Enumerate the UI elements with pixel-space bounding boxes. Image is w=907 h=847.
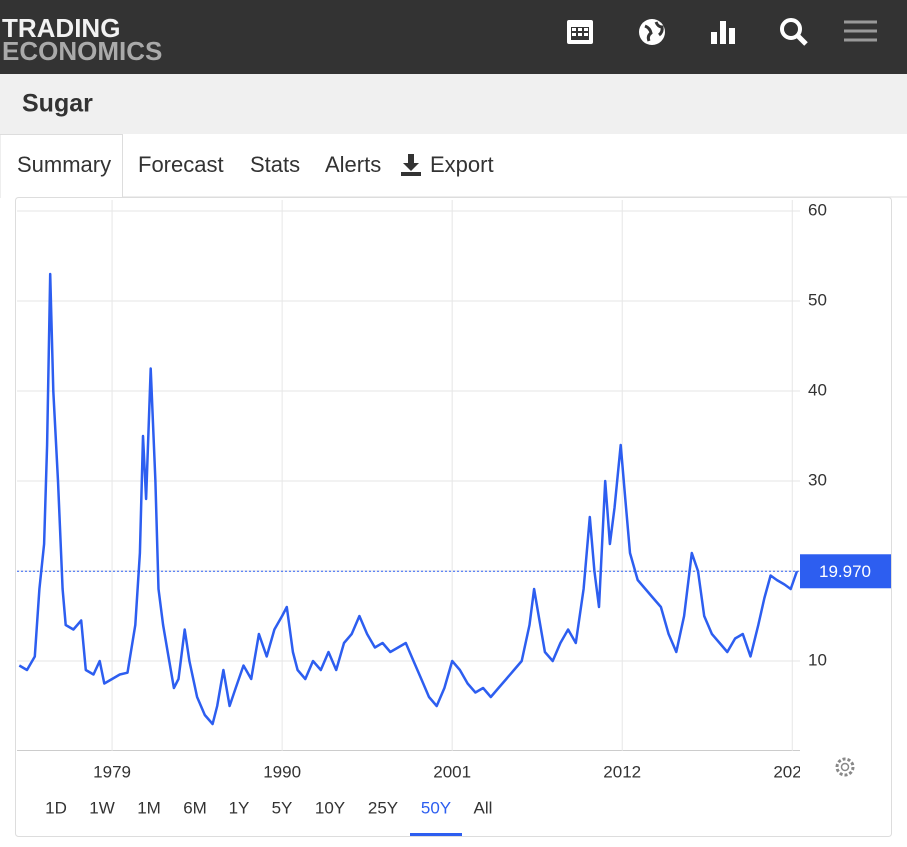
- range-button[interactable]: 1D: [45, 798, 67, 817]
- calendar-icon[interactable]: [567, 20, 593, 44]
- tab[interactable]: Export: [430, 152, 494, 177]
- current-value-box: [800, 554, 891, 589]
- active-tab: [0, 134, 123, 198]
- chart-frame: [15, 197, 892, 837]
- x-tick-label: 2012: [603, 762, 641, 781]
- range-button[interactable]: 25Y: [368, 798, 398, 817]
- settings-icon[interactable]: [835, 757, 855, 777]
- x-tick-label: 1990: [263, 762, 301, 781]
- tab[interactable]: Alerts: [325, 152, 381, 177]
- tab[interactable]: Forecast: [138, 152, 224, 177]
- y-tick-label: 60: [808, 200, 827, 219]
- menu-icon[interactable]: [844, 20, 877, 42]
- x-tick-label: 1979: [93, 762, 131, 781]
- search-icon[interactable]: [780, 18, 808, 46]
- range-button[interactable]: 5Y: [272, 798, 293, 817]
- y-tick-label: 10: [808, 650, 827, 669]
- logo-top[interactable]: TRADING: [2, 13, 120, 43]
- range-button[interactable]: 1M: [137, 798, 161, 817]
- y-tick-label: 50: [808, 290, 827, 309]
- stats-icon[interactable]: [711, 21, 735, 44]
- y-tick-label: 30: [808, 470, 827, 489]
- x-tick-label: 2023: [773, 762, 811, 781]
- x-labels: 1979 1990 2001 2012 2023: [93, 762, 811, 781]
- logo-bottom[interactable]: ECONOMICS: [2, 36, 162, 66]
- current-value-label: 19.970: [819, 562, 871, 581]
- range-button[interactable]: 50Y: [421, 798, 451, 817]
- export-icon: [401, 154, 421, 176]
- y-tick-label: 40: [808, 380, 827, 399]
- range-button[interactable]: 10Y: [315, 798, 345, 817]
- range-button[interactable]: 1W: [89, 798, 115, 817]
- range-button[interactable]: 6M: [183, 798, 207, 817]
- tab[interactable]: Summary: [17, 152, 111, 177]
- range-button[interactable]: All: [474, 798, 493, 817]
- range-underline: [410, 833, 462, 836]
- range-button[interactable]: 1Y: [229, 798, 250, 817]
- page-title: Sugar: [22, 90, 93, 118]
- header-bar: [0, 0, 907, 74]
- tab[interactable]: Stats: [250, 152, 300, 177]
- title-bar: [0, 74, 907, 134]
- x-tick-label: 2001: [433, 762, 471, 781]
- price-line: [18, 272, 799, 726]
- globe-icon[interactable]: [639, 19, 665, 45]
